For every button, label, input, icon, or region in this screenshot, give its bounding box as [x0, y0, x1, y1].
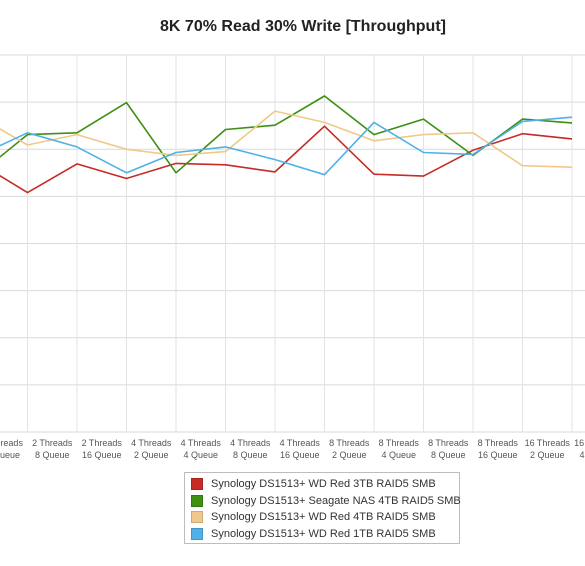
series-lines — [0, 95, 573, 194]
legend-label: Synology DS1513+ WD Red 4TB RAID5 SMB — [211, 511, 436, 524]
series-line-1 — [0, 125, 573, 194]
x-tick-label: 4 Threads 4 Queue — [181, 438, 222, 460]
legend-swatch — [191, 527, 203, 540]
legend-item-1: Synology DS1513+ WD Red 3TB RAID5 SMB — [191, 476, 459, 493]
legend-label: Synology DS1513+ WD Red 1TB RAID5 SMB — [211, 527, 436, 540]
series-line-3 — [0, 110, 573, 168]
x-tick-label: 8 Threads 2 Queue — [329, 438, 370, 460]
grid-lines — [0, 54, 585, 433]
x-tick-label: 4 Threads 16 Queue — [280, 438, 321, 460]
x-tick-label: 8 Threads 4 Queue — [379, 438, 420, 460]
legend-label: Synology DS1513+ Seagate NAS 4TB RAID5 S… — [211, 494, 461, 507]
x-tick-label: 2 Threads 8 Queue — [32, 438, 73, 460]
legend-swatch — [191, 478, 203, 491]
legend: Synology DS1513+ WD Red 3TB RAID5 SMB Syn… — [184, 472, 461, 544]
legend-item-2: Synology DS1513+ Seagate NAS 4TB RAID5 S… — [191, 493, 461, 510]
legend-swatch — [191, 494, 203, 507]
x-tick-label: 2 Threads 16 Queue — [82, 438, 123, 460]
x-tick-label: 4 Threads 8 Queue — [230, 438, 271, 460]
x-tick-label: 8 Threads 16 Queue — [478, 438, 519, 460]
x-tick-label: 4 Threads 2 Queue — [131, 438, 172, 460]
series-line-4 — [0, 116, 573, 176]
series-line-2 — [0, 95, 573, 174]
x-tick-label: 8 Threads 8 Queue — [428, 438, 469, 460]
x-tick-label: 16 Threads 2 Queue — [525, 438, 571, 460]
legend-item-3: Synology DS1513+ WD Red 4TB RAID5 SMB — [191, 509, 459, 526]
chart-title: 8K 70% Read 30% Write [Throughput] — [160, 18, 446, 35]
legend-label: Synology DS1513+ WD Red 3TB RAID5 SMB — [211, 478, 436, 491]
legend-item-4: Synology DS1513+ WD Red 1TB RAID5 SMB — [191, 526, 459, 543]
legend-swatch — [191, 511, 203, 524]
